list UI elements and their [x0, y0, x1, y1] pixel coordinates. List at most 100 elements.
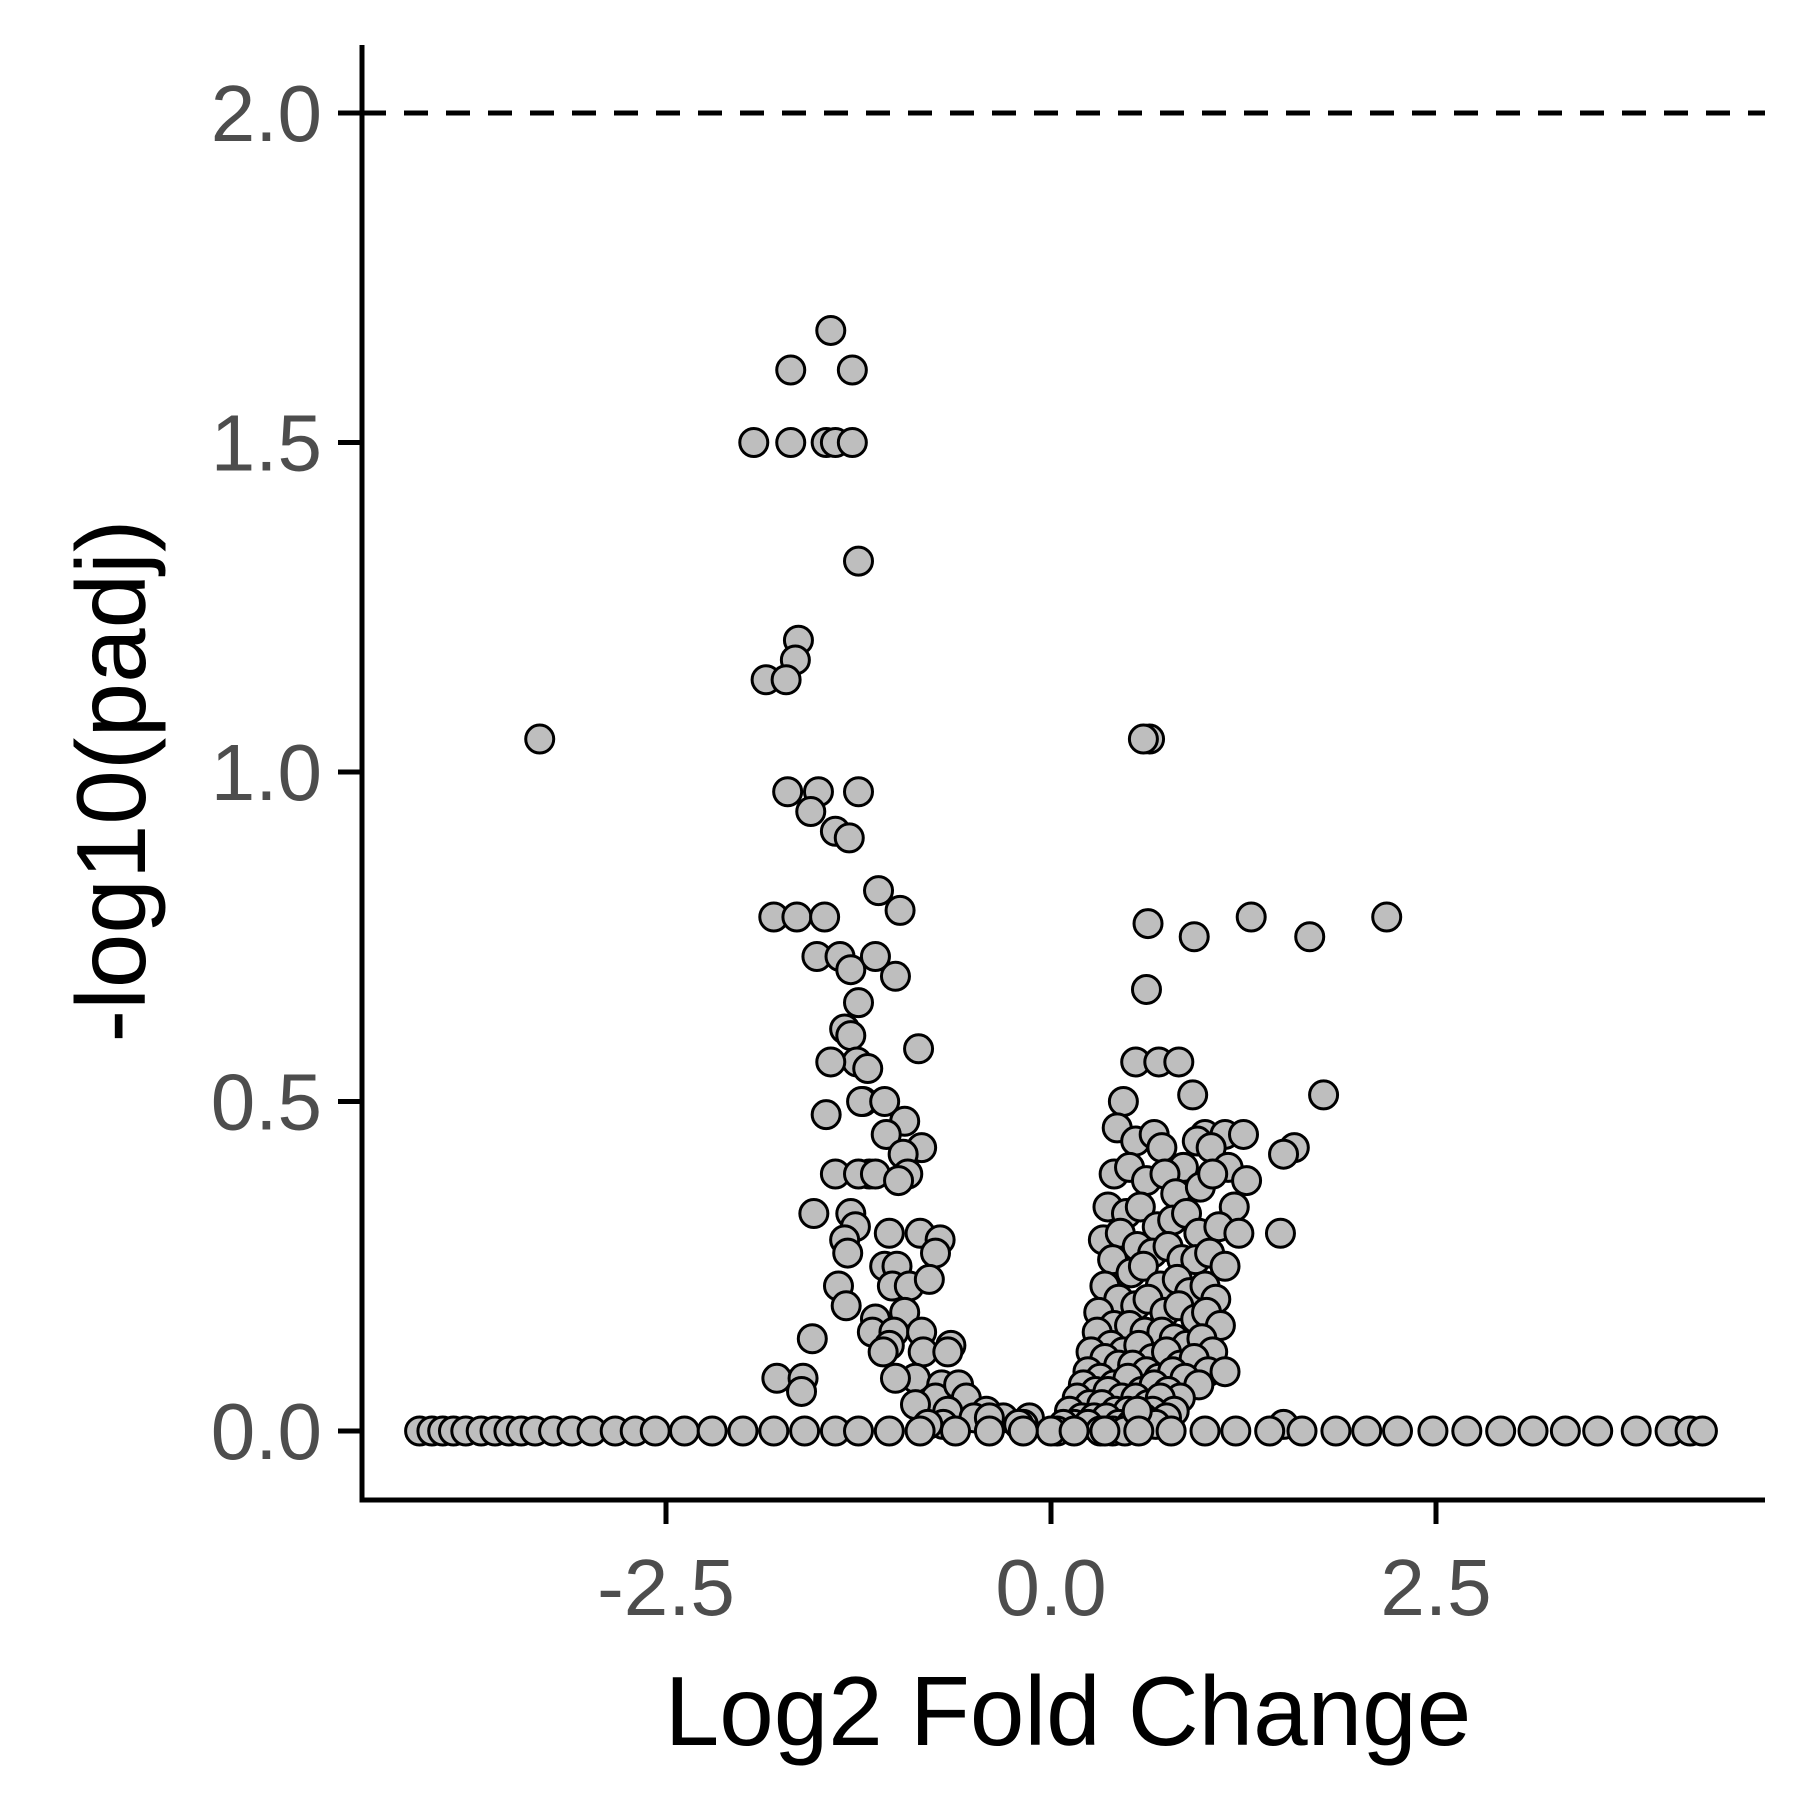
data-point: [843, 776, 874, 808]
data-point: [1582, 1415, 1614, 1447]
data-point: [1686, 1415, 1718, 1447]
data-point: [789, 1415, 821, 1447]
y-axis-title: -log10(padj): [56, 520, 166, 1043]
data-point: [869, 1086, 901, 1117]
data-point: [833, 822, 865, 854]
data-points: [404, 314, 1718, 1447]
data-point: [1382, 1415, 1413, 1447]
data-point: [1254, 1415, 1286, 1447]
data-point: [1294, 921, 1326, 953]
y-tick-label: 1.0: [211, 728, 322, 817]
data-point: [1177, 1079, 1209, 1111]
data-point: [1451, 1415, 1483, 1447]
data-point: [1371, 901, 1403, 933]
data-point: [1132, 908, 1164, 940]
data-point: [815, 1046, 847, 1078]
y-axis-ticks: 0.0 0.5 1.0 1.5 2.0: [211, 69, 362, 1476]
data-point: [835, 954, 867, 986]
data-point: [1320, 1415, 1352, 1447]
data-point: [1155, 1415, 1187, 1447]
data-point: [668, 1415, 700, 1447]
data-point: [879, 1362, 911, 1394]
y-tick-label: 2.0: [211, 69, 322, 158]
data-point: [1107, 1086, 1139, 1117]
data-point: [775, 427, 807, 458]
data-point: [772, 776, 804, 808]
data-point: [835, 1020, 867, 1052]
data-point: [903, 1033, 935, 1065]
data-point: [1189, 1415, 1221, 1447]
data-point: [879, 960, 911, 992]
data-point: [867, 1336, 899, 1368]
x-tick-label: -2.5: [597, 1543, 735, 1632]
data-point: [795, 796, 827, 828]
data-point: [859, 941, 891, 973]
data-point: [932, 1336, 964, 1368]
data-point: [1089, 1415, 1121, 1447]
data-point: [843, 545, 874, 577]
data-point: [781, 901, 813, 933]
data-point: [873, 1217, 905, 1249]
data-point: [809, 901, 841, 933]
data-point: [852, 1053, 884, 1085]
data-point: [524, 723, 556, 755]
data-point: [1549, 1415, 1581, 1447]
data-point: [832, 1237, 864, 1269]
data-point: [863, 875, 895, 907]
data-point: [1228, 1118, 1259, 1150]
data-point: [973, 1415, 1005, 1447]
data-point: [904, 1415, 936, 1447]
data-point: [758, 1415, 790, 1447]
data-point: [1209, 1250, 1241, 1282]
data-point: [1163, 1046, 1195, 1078]
data-point: [1235, 901, 1267, 933]
data-point: [870, 1118, 902, 1150]
data-point: [940, 1415, 972, 1447]
data-point: [884, 894, 916, 926]
data-point: [836, 427, 868, 458]
data-point: [883, 1165, 915, 1197]
y-tick-label: 1.5: [211, 399, 322, 488]
data-point: [1417, 1415, 1449, 1447]
data-point: [1286, 1415, 1318, 1447]
data-point: [843, 1415, 874, 1447]
x-axis-title: Log2 Fold Change: [665, 1656, 1471, 1766]
data-point: [1007, 1415, 1039, 1447]
data-point: [796, 1323, 828, 1355]
data-point: [1264, 1217, 1296, 1249]
data-point: [775, 354, 807, 386]
data-point: [727, 1415, 759, 1447]
y-tick-label: 0.5: [211, 1058, 322, 1147]
y-tick-label: 0.0: [211, 1387, 322, 1476]
data-point: [1223, 1217, 1255, 1249]
data-point: [639, 1415, 671, 1447]
data-point: [815, 314, 847, 346]
data-point: [1130, 973, 1162, 1005]
data-point: [1123, 1415, 1155, 1447]
data-point: [1124, 1191, 1156, 1223]
data-point: [786, 1375, 818, 1407]
data-point: [1178, 921, 1210, 953]
data-point: [873, 1415, 905, 1447]
data-point: [1351, 1415, 1383, 1447]
data-point: [798, 1198, 830, 1230]
data-point: [1517, 1415, 1549, 1447]
data-point: [1127, 723, 1159, 755]
data-point: [1220, 1415, 1252, 1447]
data-point: [1620, 1415, 1652, 1447]
data-point: [1058, 1415, 1090, 1447]
data-point: [920, 1237, 951, 1269]
data-point: [1127, 1250, 1159, 1282]
data-point: [836, 354, 868, 386]
data-point: [696, 1415, 728, 1447]
data-point: [1197, 1158, 1229, 1190]
data-point: [770, 664, 802, 696]
data-point: [810, 1099, 842, 1131]
data-point: [843, 987, 874, 1019]
data-point: [738, 427, 770, 458]
data-point: [1308, 1079, 1340, 1111]
data-point: [913, 1263, 945, 1295]
x-tick-label: 0.0: [995, 1543, 1106, 1632]
x-tick-label: 2.5: [1380, 1543, 1491, 1632]
